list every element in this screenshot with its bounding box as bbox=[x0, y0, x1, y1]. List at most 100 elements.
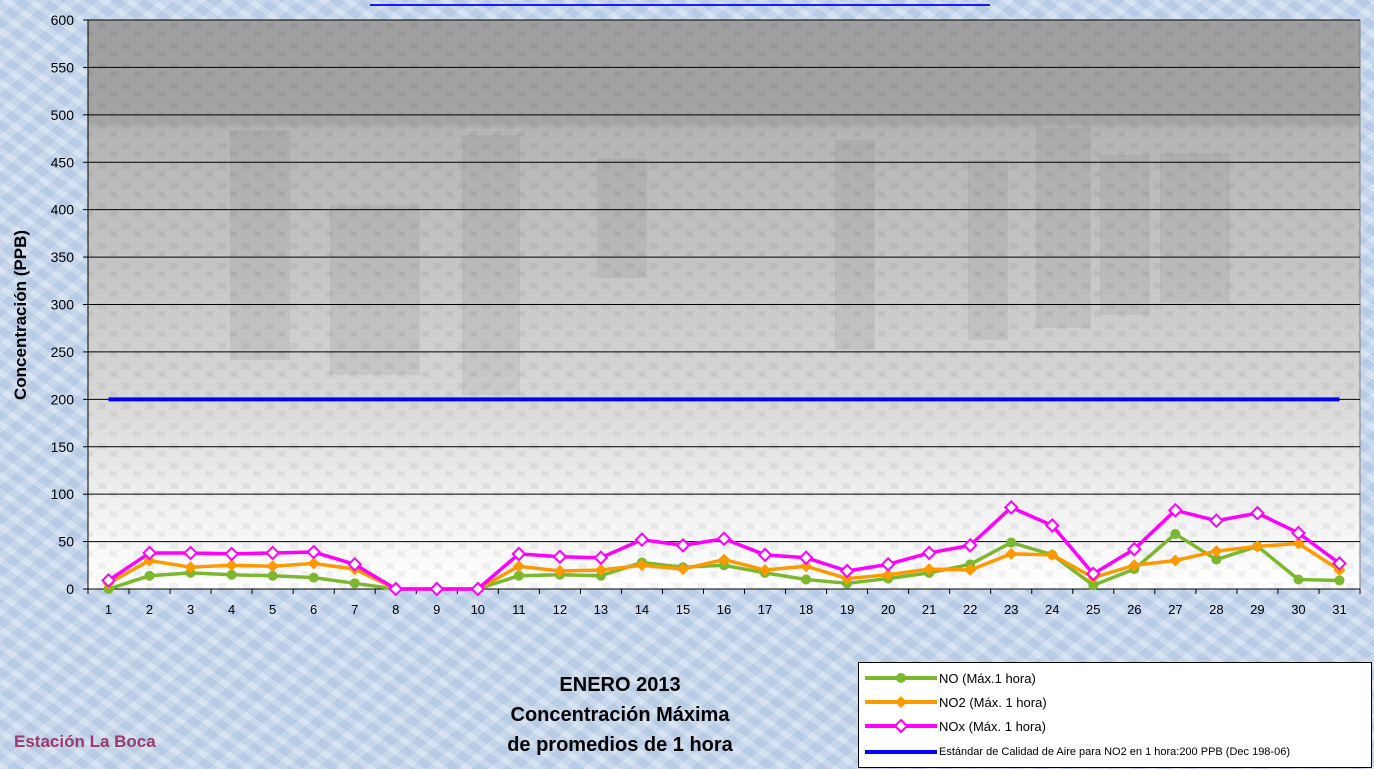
skyline-building bbox=[1036, 128, 1091, 328]
skyline-building bbox=[1160, 153, 1230, 303]
data-point bbox=[801, 574, 812, 585]
x-tick-label: 25 bbox=[1086, 602, 1100, 617]
data-point bbox=[1088, 580, 1099, 591]
data-point bbox=[1046, 548, 1059, 561]
data-point bbox=[553, 564, 566, 577]
data-point bbox=[101, 573, 116, 588]
y-tick-label: 250 bbox=[51, 344, 75, 360]
x-tick-label: 28 bbox=[1209, 602, 1223, 617]
data-point bbox=[225, 559, 238, 572]
y-tick-label: 50 bbox=[58, 534, 74, 550]
data-point bbox=[224, 546, 240, 562]
data-point bbox=[267, 570, 278, 581]
data-point bbox=[798, 550, 814, 566]
legend-swatch-nox bbox=[865, 719, 937, 733]
x-tick-label: 10 bbox=[471, 602, 485, 617]
legend-label-no2: NO2 (Máx. 1 hora) bbox=[939, 694, 1047, 710]
skyline-building bbox=[330, 205, 420, 375]
data-point bbox=[1085, 566, 1101, 582]
skyline-building bbox=[462, 135, 520, 395]
data-point bbox=[880, 556, 896, 572]
y-tick-label: 300 bbox=[51, 297, 75, 313]
data-point bbox=[347, 556, 363, 572]
x-tick-label: 7 bbox=[351, 602, 358, 617]
data-point bbox=[308, 572, 319, 583]
skyline-building bbox=[597, 158, 647, 278]
y-tick-label: 200 bbox=[51, 391, 75, 407]
data-point bbox=[1250, 505, 1265, 521]
legend-item-standard: Estándar de Calidad de Aire para NO2 en … bbox=[863, 741, 1290, 763]
data-point bbox=[1334, 575, 1345, 586]
x-tick-label: 1 bbox=[105, 602, 112, 617]
data-point bbox=[757, 547, 773, 563]
data-point bbox=[513, 570, 524, 581]
y-tick-label: 100 bbox=[51, 486, 75, 502]
y-tick-label: 450 bbox=[51, 154, 75, 170]
x-tick-label: 14 bbox=[635, 602, 649, 617]
data-point bbox=[266, 560, 279, 573]
x-tick-label: 29 bbox=[1250, 602, 1264, 617]
x-axis: 1 2 3 4 5 6 7 8 9 10 11 12 13 14 15 16 17 18 19 20 21 22 23 24 2… bbox=[87, 588, 1361, 617]
x-tick-label: 27 bbox=[1168, 602, 1182, 617]
chart-subtitle-2: de promedios de 1 hora bbox=[507, 734, 733, 756]
data-point bbox=[144, 570, 155, 581]
data-point bbox=[143, 554, 156, 567]
y-axis: 0 50 100 150 200 250 300 350 400 450 500 550 600 bbox=[51, 12, 89, 597]
skyline-building bbox=[230, 130, 290, 360]
chart-caption: ENERO 2013 Concentración Máxima de prome… bbox=[440, 670, 800, 760]
y-tick-label: 400 bbox=[51, 202, 75, 218]
legend-label-standard: Estándar de Calidad de Aire para NO2 en … bbox=[939, 746, 1290, 758]
data-point bbox=[882, 568, 895, 581]
data-point bbox=[388, 581, 404, 597]
data-point bbox=[839, 563, 855, 579]
data-point bbox=[1211, 554, 1222, 565]
data-point bbox=[594, 564, 607, 577]
data-point bbox=[226, 569, 237, 580]
data-point bbox=[923, 563, 936, 576]
data-point bbox=[1044, 518, 1060, 533]
legend-label-no: NO (Máx.1 hora) bbox=[939, 670, 1036, 686]
x-tick-label: 12 bbox=[553, 602, 567, 617]
data-point bbox=[1208, 513, 1224, 529]
x-tick-label: 8 bbox=[392, 602, 399, 617]
data-point bbox=[676, 563, 689, 576]
x-tick-label: 18 bbox=[799, 602, 813, 617]
data-point bbox=[1292, 537, 1305, 550]
data-point bbox=[1293, 574, 1304, 585]
x-tick-label: 16 bbox=[717, 602, 731, 617]
data-point bbox=[429, 581, 445, 597]
data-point bbox=[265, 545, 281, 561]
x-tick-label: 21 bbox=[922, 602, 936, 617]
data-point bbox=[1169, 554, 1182, 567]
legend-swatch-no bbox=[865, 673, 937, 683]
data-point bbox=[552, 549, 568, 565]
x-tick-label: 9 bbox=[433, 602, 440, 617]
station-name: Estación La Boca bbox=[14, 732, 156, 751]
data-point bbox=[634, 532, 650, 548]
x-tick-label: 15 bbox=[676, 602, 690, 617]
data-point bbox=[962, 537, 978, 553]
x-tick-label: 6 bbox=[310, 602, 317, 617]
data-point bbox=[1126, 541, 1142, 557]
data-point bbox=[593, 550, 609, 566]
data-point bbox=[470, 581, 486, 597]
y-tick-label: 150 bbox=[51, 439, 75, 455]
header-link-underline[interactable] bbox=[370, 0, 990, 6]
x-tick-label: 30 bbox=[1291, 602, 1305, 617]
data-point bbox=[512, 560, 525, 573]
y-tick-label: 350 bbox=[51, 249, 75, 265]
x-tick-label: 26 bbox=[1127, 602, 1141, 617]
series-lines bbox=[101, 397, 1347, 597]
chart-legend: NO (Máx.1 hora) NO2 (Máx. 1 hora) NOx (M… bbox=[858, 662, 1372, 768]
x-tick-label: 13 bbox=[594, 602, 608, 617]
y-tick-label: 550 bbox=[51, 59, 75, 75]
data-point bbox=[511, 546, 527, 562]
legend-swatch-no2 bbox=[865, 696, 937, 708]
skyline-building bbox=[968, 160, 1008, 340]
y-tick-label: 500 bbox=[51, 107, 75, 123]
data-point bbox=[1332, 555, 1347, 571]
data-point bbox=[718, 553, 730, 566]
data-point bbox=[841, 572, 854, 585]
y-tick-label: 600 bbox=[51, 12, 75, 28]
data-point bbox=[964, 564, 977, 577]
